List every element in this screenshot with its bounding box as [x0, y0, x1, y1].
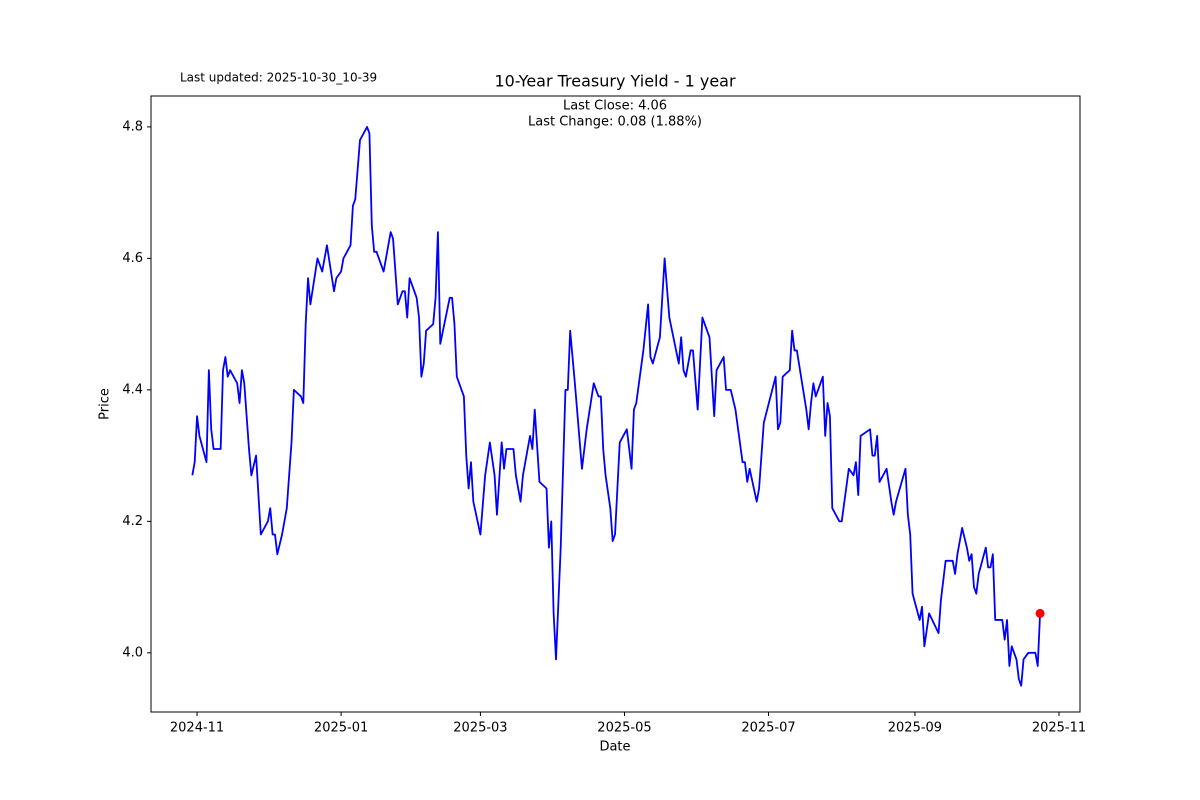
chart-title: 10-Year Treasury Yield - 1 year — [494, 72, 736, 91]
y-axis-label: Price — [98, 388, 113, 420]
last-point — [1035, 608, 1045, 618]
updated-note: Last updated: 2025-10-30_10-39 — [180, 71, 377, 85]
x-tick-label: 2025-09 — [888, 721, 942, 736]
y-tick-label: 4.4 — [122, 382, 143, 397]
x-tick-label: 2025-05 — [597, 721, 651, 736]
x-tick-label: 2025-07 — [741, 721, 795, 736]
price-line — [191, 126, 1041, 687]
x-tick-label: 2025-03 — [453, 721, 507, 736]
x-tick-label: 2024-11 — [170, 721, 224, 736]
annotation: Last Change: 0.08 (1.88%) — [528, 115, 702, 130]
x-tick-label: 2025-01 — [314, 721, 368, 736]
y-tick-label: 4.8 — [122, 119, 143, 134]
y-tick-label: 4.0 — [122, 645, 143, 660]
y-tick-label: 4.2 — [122, 514, 143, 529]
annotation: Last Close: 4.06 — [563, 99, 667, 114]
y-tick-label: 4.6 — [122, 251, 143, 266]
plot-frame — [150, 95, 1081, 713]
x-axis-label: Date — [599, 740, 630, 755]
x-tick-label: 2025-11 — [1032, 721, 1086, 736]
